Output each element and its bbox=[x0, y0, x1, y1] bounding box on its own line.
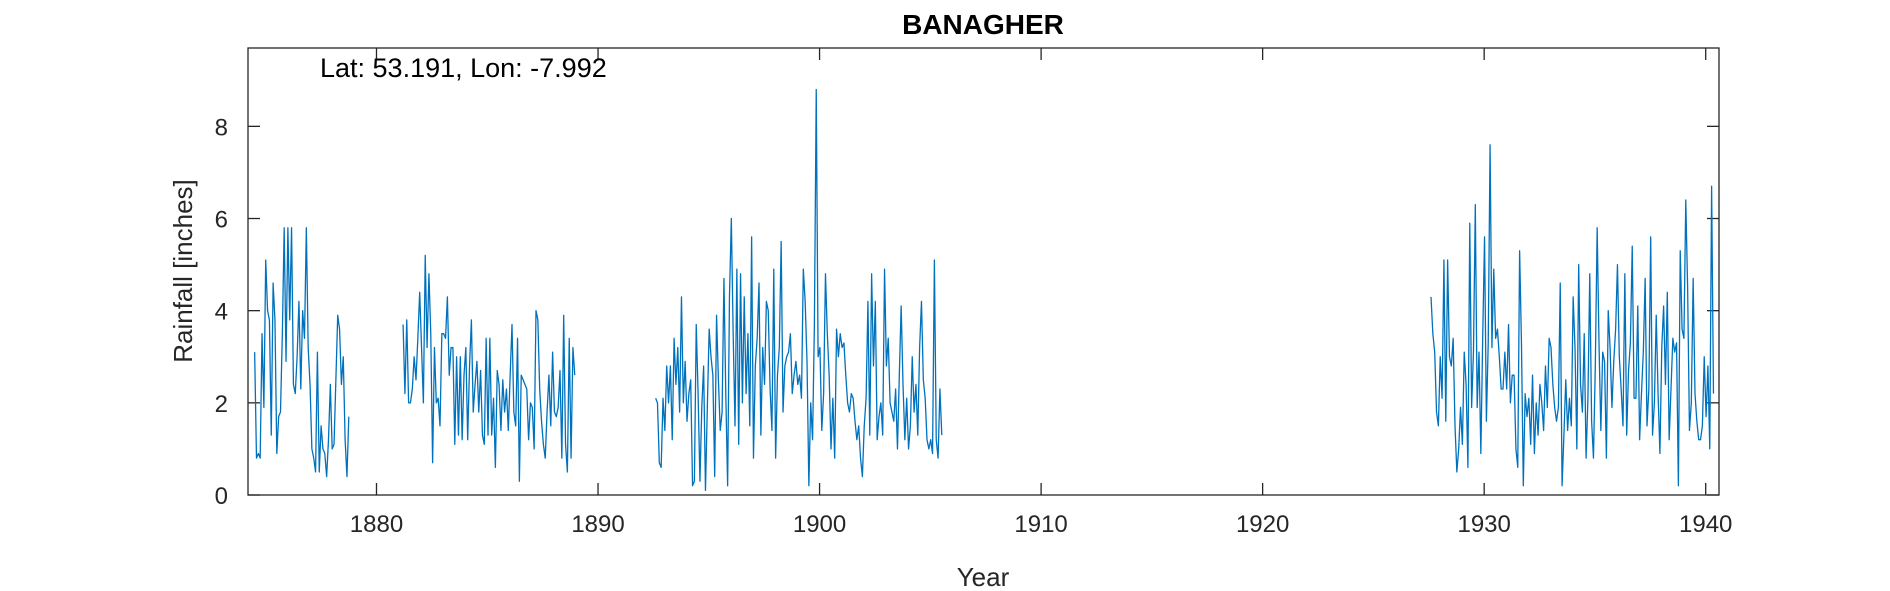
x-tick-label: 1930 bbox=[1457, 511, 1510, 538]
coordinates-annotation: Lat: 53.191, Lon: -7.992 bbox=[320, 53, 607, 83]
x-tick-label: 1920 bbox=[1236, 511, 1289, 538]
x-tick-label: 1900 bbox=[793, 511, 846, 538]
x-tick-label: 1940 bbox=[1679, 511, 1732, 538]
rainfall-series-line bbox=[1430, 144, 1715, 487]
x-tick-label: 1910 bbox=[1014, 511, 1067, 538]
rainfall-series-line bbox=[655, 88, 943, 492]
x-tick-label: 1880 bbox=[350, 511, 403, 538]
y-axis-title: Rainfall [inches] bbox=[168, 179, 198, 363]
y-tick-label: 8 bbox=[215, 114, 228, 141]
rainfall-series-line bbox=[402, 254, 576, 482]
y-tick-label: 2 bbox=[215, 391, 228, 418]
series-layer bbox=[254, 88, 1715, 492]
y-tick-label: 4 bbox=[215, 299, 228, 326]
y-tick-label: 0 bbox=[215, 483, 228, 510]
y-tick-label: 6 bbox=[215, 207, 228, 234]
rainfall-series-line bbox=[254, 227, 350, 478]
axis-ticks: 1880 1890 1900 1910 1920 1930 1940 0 2 4 6 8 bbox=[215, 48, 1732, 538]
x-tick-label: 1890 bbox=[571, 511, 624, 538]
plot-area bbox=[247, 47, 1720, 496]
x-axis-title: Year bbox=[957, 562, 1010, 591]
chart-title: BANAGHER bbox=[902, 9, 1064, 40]
